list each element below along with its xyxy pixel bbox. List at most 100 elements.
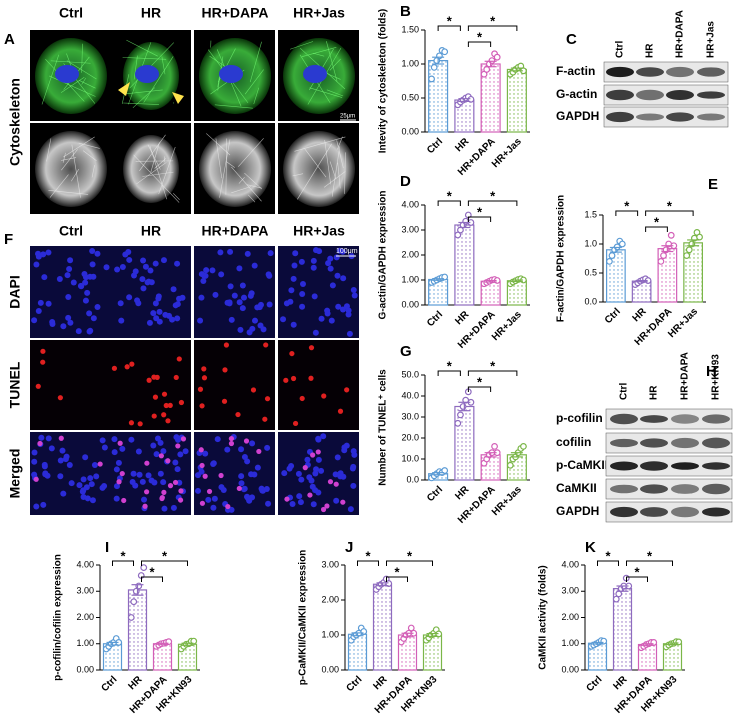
data-point bbox=[136, 583, 142, 589]
nucleus bbox=[137, 472, 143, 478]
nucleus bbox=[311, 265, 317, 271]
y-tick-label: 4.00 bbox=[561, 559, 579, 569]
scale-label: 100μm bbox=[336, 248, 358, 255]
data-point bbox=[508, 463, 514, 469]
bar bbox=[429, 61, 448, 132]
nucleus bbox=[45, 250, 51, 256]
nucleus bbox=[76, 482, 82, 488]
nucleus bbox=[166, 313, 172, 319]
band bbox=[666, 112, 694, 121]
nucleus bbox=[36, 308, 42, 314]
nucleus bbox=[80, 489, 86, 495]
data-point bbox=[697, 234, 703, 240]
nucleus bbox=[175, 466, 181, 472]
data-point bbox=[607, 259, 613, 265]
nucleus bbox=[140, 479, 146, 485]
x-tick-label: HR bbox=[453, 309, 472, 328]
nucleus bbox=[281, 470, 287, 476]
column-header: HR bbox=[141, 223, 161, 239]
apoptotic-nucleus bbox=[161, 412, 166, 417]
nucleus bbox=[100, 437, 106, 443]
band bbox=[640, 484, 668, 493]
nucleus bbox=[238, 473, 244, 479]
row-label: TUNEL bbox=[7, 361, 23, 408]
nucleus bbox=[59, 448, 65, 454]
apoptotic-nucleus bbox=[120, 471, 125, 476]
y-axis-label: F-actin/GAPDH expression bbox=[556, 195, 567, 322]
apoptotic-nucleus bbox=[144, 461, 149, 466]
nucleus bbox=[312, 293, 318, 299]
nucleus bbox=[87, 329, 93, 335]
nucleus bbox=[244, 458, 250, 464]
x-tick-label: HR bbox=[371, 674, 390, 693]
apoptotic-nucleus bbox=[224, 342, 229, 347]
apoptotic-nucleus bbox=[309, 345, 314, 350]
nucleus bbox=[316, 457, 322, 463]
nucleus bbox=[41, 274, 47, 280]
nucleus bbox=[161, 506, 167, 512]
apoptotic-nucleus bbox=[200, 501, 205, 506]
nucleus bbox=[33, 262, 39, 268]
apoptotic-nucleus bbox=[263, 342, 268, 347]
apoptotic-nucleus bbox=[173, 480, 178, 485]
nucleus bbox=[268, 250, 274, 256]
nucleus bbox=[197, 318, 203, 324]
y-tick-label: 1.00 bbox=[561, 638, 579, 648]
nucleus bbox=[91, 315, 97, 321]
apoptotic-nucleus bbox=[178, 497, 183, 502]
nucleus bbox=[347, 331, 353, 337]
nucleus bbox=[232, 293, 238, 299]
x-tick-label: HR bbox=[453, 136, 472, 155]
apoptotic-nucleus bbox=[225, 504, 230, 509]
micrograph bbox=[194, 432, 275, 515]
y-tick-label: 4.00 bbox=[76, 559, 94, 569]
nucleus bbox=[237, 299, 243, 305]
nucleus bbox=[140, 258, 146, 264]
nucleus bbox=[212, 496, 218, 502]
x-tick-label: Ctrl bbox=[425, 309, 445, 329]
nucleus bbox=[71, 280, 77, 286]
lane-label: Ctrl bbox=[615, 41, 626, 58]
data-point bbox=[128, 615, 134, 621]
nucleus bbox=[66, 266, 72, 272]
nucleus bbox=[111, 436, 117, 442]
nucleus bbox=[90, 274, 96, 280]
x-tick-label: HR bbox=[126, 674, 145, 693]
apoptotic-nucleus bbox=[142, 504, 147, 509]
nucleus bbox=[116, 460, 122, 466]
apoptotic-nucleus bbox=[344, 387, 349, 392]
nucleus bbox=[131, 471, 137, 477]
nucleus bbox=[118, 300, 124, 306]
apoptotic-nucleus bbox=[262, 417, 267, 422]
column-header: Ctrl bbox=[59, 223, 83, 239]
nucleus bbox=[141, 497, 147, 503]
nucleus bbox=[126, 294, 132, 300]
data-point bbox=[521, 444, 527, 450]
apoptotic-nucleus bbox=[59, 436, 64, 441]
band bbox=[702, 414, 730, 423]
apoptotic-nucleus bbox=[178, 488, 183, 493]
apoptotic-nucleus bbox=[159, 453, 164, 458]
apoptotic-nucleus bbox=[138, 421, 143, 426]
nucleus bbox=[136, 448, 142, 454]
nucleus bbox=[344, 303, 350, 309]
nucleus bbox=[119, 446, 125, 452]
micrograph bbox=[194, 340, 275, 430]
nucleus bbox=[198, 295, 204, 301]
y-tick-label: 2.00 bbox=[76, 612, 94, 622]
nucleus bbox=[329, 318, 335, 324]
panel-letter: I bbox=[105, 539, 109, 556]
band-label: p-CaMKII bbox=[556, 458, 608, 472]
apoptotic-nucleus bbox=[37, 441, 42, 446]
data-point bbox=[455, 421, 461, 427]
nucleus bbox=[315, 437, 321, 443]
lane-label: HR+DAPA bbox=[680, 352, 691, 400]
lane-label: HR bbox=[649, 385, 660, 400]
nucleus bbox=[249, 440, 255, 446]
nucleus bbox=[238, 480, 244, 486]
nucleus bbox=[304, 457, 310, 463]
nucleus bbox=[32, 449, 38, 455]
nucleus bbox=[291, 276, 297, 282]
cell bbox=[35, 131, 107, 207]
